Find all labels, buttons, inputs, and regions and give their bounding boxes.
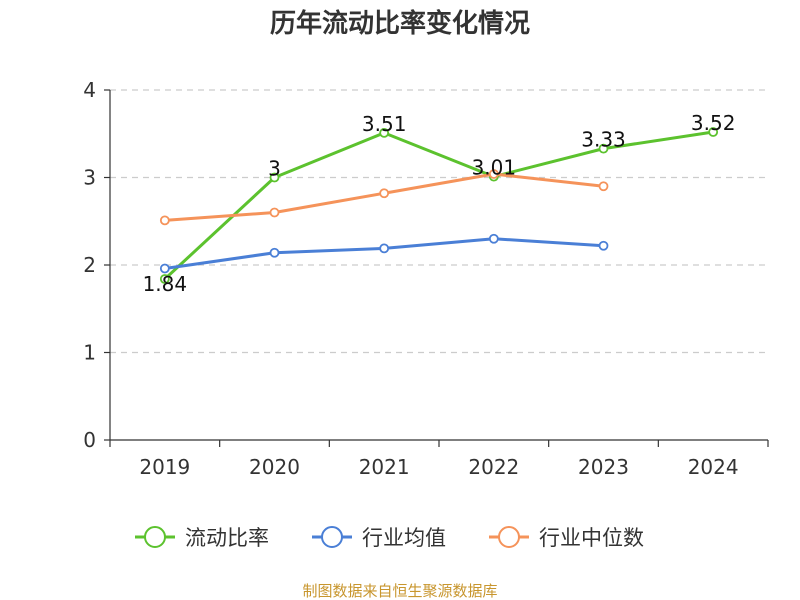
data-point [379, 188, 390, 199]
axes: 0 1 2 3 4 2019 2020 2021 2022 2023 2024 [83, 78, 769, 479]
chart-title: 历年流动比率变化情况 [270, 8, 530, 39]
data-label: 1.84 [143, 272, 188, 296]
data-point [159, 274, 170, 284]
data-point [379, 243, 390, 254]
y-tick-label: 0 [83, 428, 96, 452]
data-point [269, 247, 280, 258]
data-point [379, 127, 390, 138]
y-tick-label: 2 [83, 253, 96, 277]
data-point [598, 181, 609, 192]
y-tick-label: 4 [83, 78, 96, 102]
data-label: 3 [268, 157, 281, 181]
legend-marker-icon [321, 526, 343, 548]
x-tick-label: 2021 [359, 455, 410, 479]
x-tick-label: 2020 [249, 455, 300, 479]
data-label: 3.51 [362, 112, 407, 136]
source-note: 制图数据来自恒生聚源数据库 [302, 582, 497, 600]
x-tick-label: 2019 [139, 455, 190, 479]
y-tick-label: 1 [83, 341, 96, 365]
data-point [708, 127, 719, 137]
data-point [488, 169, 499, 179]
x-tick-label: 2024 [688, 455, 739, 479]
series-line [163, 130, 714, 281]
legend-marker-icon [498, 526, 520, 548]
series-line [164, 237, 604, 270]
data-point [159, 263, 170, 274]
data-label: 3.01 [472, 156, 517, 180]
data-label: 3.52 [691, 111, 736, 135]
data-point [159, 215, 170, 226]
grid [110, 89, 768, 354]
x-tick-label: 2023 [578, 455, 629, 479]
series-area [159, 127, 719, 284]
legend-item[interactable]: 行业均值 [312, 526, 446, 550]
data-point [598, 143, 609, 154]
data-label: 3.33 [581, 128, 626, 152]
legend-label: 行业均值 [362, 526, 446, 550]
x-tick-label: 2022 [468, 455, 519, 479]
legend-label: 流动比率 [185, 526, 269, 550]
data-point [598, 240, 609, 251]
legend-item[interactable]: 流动比率 [135, 526, 269, 550]
legend-marker-icon [144, 526, 166, 548]
data-point [269, 172, 280, 183]
data-point [488, 233, 499, 244]
y-tick-label: 3 [83, 166, 96, 190]
legend-label: 行业中位数 [539, 526, 644, 550]
legend-item[interactable]: 行业中位数 [489, 526, 644, 550]
data-point [269, 207, 280, 218]
legend[interactable]: 流动比率 行业均值 行业中位数 [135, 526, 644, 550]
data-labels: 1.84 3 3.51 3.01 3.33 3.52 [143, 111, 736, 296]
